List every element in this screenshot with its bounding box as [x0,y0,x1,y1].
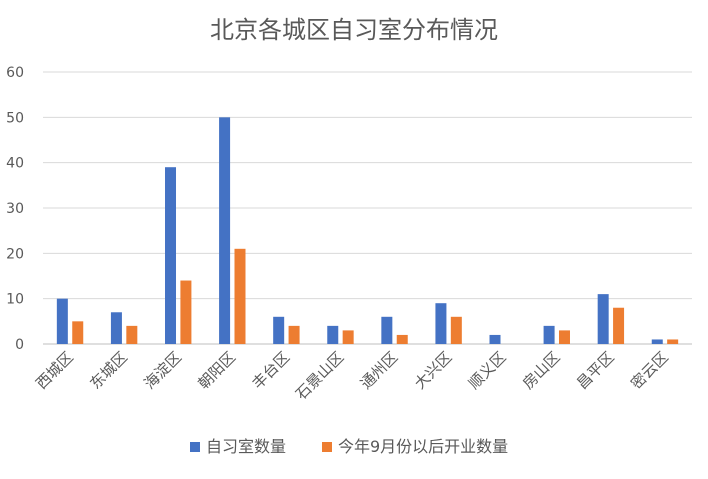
bar-new-openings [558,330,570,344]
bar-study-rooms [489,334,501,344]
bar-new-openings [667,339,679,344]
x-tick-label: 顺义区 [465,348,510,393]
bar-new-openings [342,330,354,344]
y-tick-label: 60 [6,65,24,81]
bar-study-rooms [165,167,177,344]
x-tick-label: 房山区 [519,348,564,393]
x-tick-label: 密云区 [627,348,672,393]
bar-new-openings [180,280,192,344]
x-tick-label: 朝阳区 [195,348,240,393]
x-tick-label: 丰台区 [249,348,294,393]
legend-label: 自习室数量 [206,437,286,456]
bar-study-rooms [110,312,122,344]
bar-study-rooms [56,298,68,344]
bar-new-openings [396,334,408,344]
x-tick-label: 昌平区 [573,348,618,393]
y-tick-label: 20 [6,246,24,262]
bar-study-rooms [435,303,447,344]
bar-new-openings [288,325,300,344]
x-tick-label: 西城区 [32,348,77,393]
y-tick-label: 40 [6,156,24,172]
x-tick-label: 通州区 [357,348,402,393]
legend-swatch [322,442,332,452]
bar-new-openings [450,316,462,344]
legend-swatch [190,442,200,452]
bar-study-rooms [273,316,285,344]
bar-study-rooms [381,316,393,344]
bar-new-openings [126,325,138,344]
bar-study-rooms [651,339,663,344]
x-tick-label: 石景山区 [292,348,347,403]
chart-title: 北京各城区自习室分布情况 [210,16,498,44]
legend-label: 今年9月份以后开业数量 [338,437,508,456]
x-tick-label: 海淀区 [140,348,185,393]
y-tick-label: 10 [6,292,24,308]
bar-study-rooms [597,294,609,344]
bar-new-openings [72,321,84,344]
bar-study-rooms [327,325,339,344]
x-tick-label: 东城区 [86,348,131,393]
bar-new-openings [613,307,625,344]
bar-study-rooms [543,325,555,344]
y-tick-label: 0 [15,337,24,353]
bar-new-openings [234,248,246,344]
y-tick-label: 50 [6,110,24,126]
y-tick-label: 30 [6,201,24,217]
bar-study-rooms [219,117,231,344]
x-tick-label: 大兴区 [411,348,456,393]
